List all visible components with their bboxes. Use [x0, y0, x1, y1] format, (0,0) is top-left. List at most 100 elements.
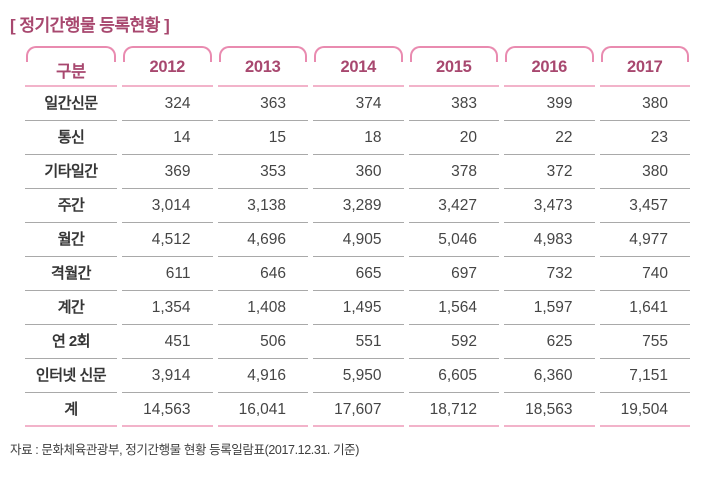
table-row: 인터넷 신문 3,914 4,916 5,950 6,605 6,360 7,151 [25, 359, 690, 393]
value-cell: 16,041 [217, 393, 308, 427]
value-cell: 6,605 [408, 359, 499, 393]
value-cell: 3,138 [217, 189, 308, 223]
table-row: 일간신문 324 363 374 383 399 380 [25, 87, 690, 121]
column-header-label: 2016 [531, 58, 567, 76]
value-cell: 20 [408, 121, 499, 155]
column-header-year: 2012 [122, 46, 213, 87]
value-cell: 14,563 [122, 393, 213, 427]
header-bracket-decoration [26, 46, 116, 62]
value-cell: 646 [217, 257, 308, 291]
column-header-label: 구분 [56, 63, 86, 81]
value-cell: 23 [599, 121, 690, 155]
value-cell: 3,457 [599, 189, 690, 223]
value-cell: 22 [504, 121, 595, 155]
value-cell: 4,983 [504, 223, 595, 257]
table-row-total: 계 14,563 16,041 17,607 18,712 18,563 19,504 [25, 393, 690, 427]
row-label: 월간 [25, 223, 117, 257]
value-cell: 353 [217, 155, 308, 189]
row-label: 인터넷 신문 [25, 359, 117, 393]
value-cell: 4,916 [217, 359, 308, 393]
column-header-label: 2014 [340, 58, 376, 76]
value-cell: 380 [599, 155, 690, 189]
table-row: 기타일간 369 353 360 378 372 380 [25, 155, 690, 189]
column-header-year: 2017 [599, 46, 690, 87]
value-cell: 372 [504, 155, 595, 189]
value-cell: 740 [599, 257, 690, 291]
value-cell: 1,495 [313, 291, 404, 325]
value-cell: 551 [313, 325, 404, 359]
column-header-year: 2014 [313, 46, 404, 87]
value-cell: 17,607 [313, 393, 404, 427]
column-header-label: 2012 [149, 58, 185, 76]
row-label: 일간신문 [25, 87, 117, 121]
value-cell: 4,905 [313, 223, 404, 257]
value-cell: 4,977 [599, 223, 690, 257]
value-cell: 14 [122, 121, 213, 155]
value-cell: 3,289 [313, 189, 404, 223]
value-cell: 6,360 [504, 359, 595, 393]
value-cell: 4,512 [122, 223, 213, 257]
row-label: 격월간 [25, 257, 117, 291]
source-note: 자료 : 문화체육관광부, 정기간행물 현황 등록일람표(2017.12.31.… [10, 443, 360, 457]
value-cell: 3,914 [122, 359, 213, 393]
value-cell: 374 [313, 87, 404, 121]
column-header-label: 2015 [435, 58, 472, 76]
value-cell: 324 [122, 87, 213, 121]
value-cell: 7,151 [599, 359, 690, 393]
value-cell: 360 [313, 155, 404, 189]
value-cell: 592 [408, 325, 499, 359]
value-cell: 3,473 [504, 189, 595, 223]
periodicals-registration-table: 구분 2012 2013 2014 2015 2016 2017 일간신문 324 363 374… [25, 46, 690, 427]
value-cell: 378 [408, 155, 499, 189]
column-header-year: 2013 [217, 46, 308, 87]
table-header-row: 구분 2012 2013 2014 2015 2016 2017 [25, 46, 690, 87]
value-cell: 18,563 [504, 393, 595, 427]
header-bracket-decoration [123, 46, 212, 62]
value-cell: 19,504 [599, 393, 690, 427]
row-label: 통신 [25, 121, 117, 155]
row-label: 계 [25, 393, 117, 427]
table-row: 연 2회 451 506 551 592 625 755 [25, 325, 690, 359]
value-cell: 1,597 [504, 291, 595, 325]
value-cell: 1,564 [408, 291, 499, 325]
value-cell: 697 [408, 257, 499, 291]
value-cell: 451 [122, 325, 213, 359]
table-row: 월간 4,512 4,696 4,905 5,046 4,983 4,977 [25, 223, 690, 257]
row-label: 연 2회 [25, 325, 117, 359]
value-cell: 1,641 [599, 291, 690, 325]
value-cell: 369 [122, 155, 213, 189]
value-cell: 506 [217, 325, 308, 359]
value-cell: 625 [504, 325, 595, 359]
header-bracket-decoration [409, 46, 498, 62]
value-cell: 18 [313, 121, 404, 155]
header-bracket-decoration [218, 46, 307, 62]
column-header-label: 2017 [626, 58, 663, 76]
header-bracket-decoration [505, 46, 594, 62]
value-cell: 3,427 [408, 189, 499, 223]
header-bracket-decoration [600, 46, 689, 62]
value-cell: 18,712 [408, 393, 499, 427]
value-cell: 4,696 [217, 223, 308, 257]
value-cell: 15 [217, 121, 308, 155]
row-label: 주간 [25, 189, 117, 223]
column-header-label: 2013 [244, 58, 281, 76]
table-row: 계간 1,354 1,408 1,495 1,564 1,597 1,641 [25, 291, 690, 325]
value-cell: 611 [122, 257, 213, 291]
value-cell: 383 [408, 87, 499, 121]
value-cell: 5,950 [313, 359, 404, 393]
row-label: 계간 [25, 291, 117, 325]
value-cell: 755 [599, 325, 690, 359]
value-cell: 732 [504, 257, 595, 291]
column-header-year: 2015 [408, 46, 499, 87]
table-row: 주간 3,014 3,138 3,289 3,427 3,473 3,457 [25, 189, 690, 223]
column-header-category: 구분 [25, 46, 117, 87]
value-cell: 363 [217, 87, 308, 121]
page-title: [ 정기간행물 등록현황 ] [10, 16, 170, 35]
value-cell: 665 [313, 257, 404, 291]
header-bracket-decoration [314, 46, 403, 62]
value-cell: 1,354 [122, 291, 213, 325]
value-cell: 399 [504, 87, 595, 121]
row-label: 기타일간 [25, 155, 117, 189]
value-cell: 3,014 [122, 189, 213, 223]
table-row: 격월간 611 646 665 697 732 740 [25, 257, 690, 291]
